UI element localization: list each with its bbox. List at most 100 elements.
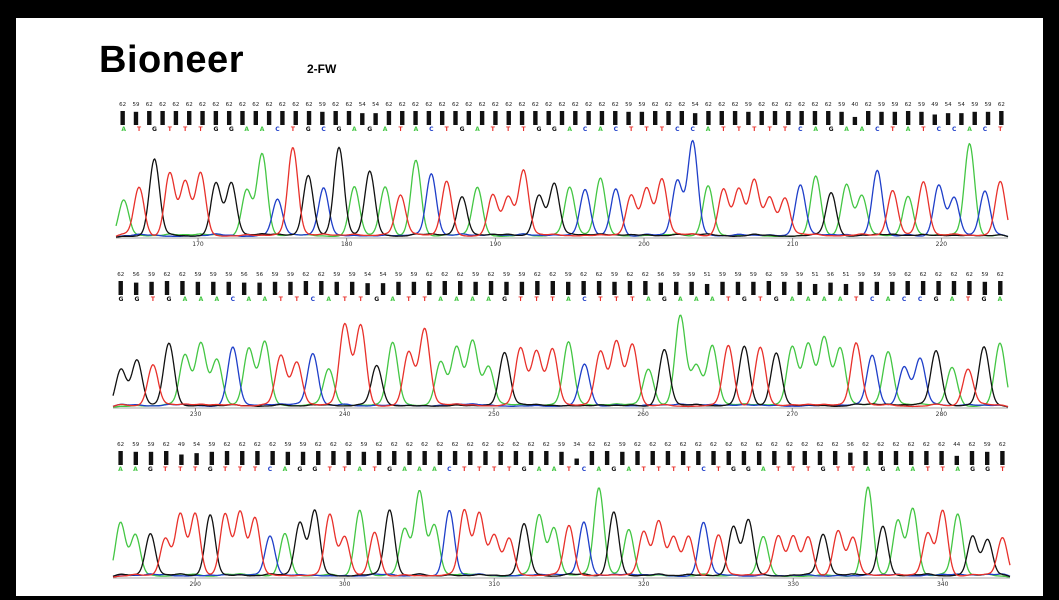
quality-bar [504,281,509,295]
quality-value: 62 [318,272,325,278]
quality-bar [612,281,617,295]
base-call: T [791,466,796,473]
quality-value: 62 [710,442,717,448]
base-call: T [567,466,572,473]
quality-bar [270,451,275,465]
quality-bar [599,111,605,125]
base-call: T [407,296,412,303]
quality-bar [285,451,291,465]
quality-value: 59 [873,272,880,278]
quality-value: 62 [892,442,899,448]
quality-bar [905,111,911,125]
quality-value: 62 [492,102,499,108]
quality-bar [706,111,711,125]
quality-bar [386,111,392,125]
quality-bar [586,111,591,125]
quality-bar [852,116,858,125]
quality-bar [908,451,914,465]
base-call: G [970,466,975,473]
quality-value: 62 [146,102,153,108]
quality-bar [376,451,382,465]
base-call: C [268,466,273,473]
quality-value: 56 [827,272,834,278]
base-call: T [642,466,647,473]
quality-value: 62 [252,102,259,108]
base-call: G [387,466,392,473]
quality-bar [241,282,247,295]
base-call: C [614,126,619,133]
quality-value: 62 [612,102,619,108]
base-call: T [423,296,428,303]
quality-value: 62 [179,272,186,278]
trace-a [115,142,1009,238]
base-call: T [295,296,300,303]
base-call: G [774,296,779,303]
quality-value: 62 [771,442,778,448]
quality-value: 59 [719,272,726,278]
quality-value: 62 [512,442,519,448]
base-call: T [776,466,781,473]
quality-bar [519,111,525,125]
quality-bar [573,111,578,125]
base-call: C [582,296,587,303]
base-call: T [598,296,603,303]
quality-value: 59 [981,272,988,278]
base-call: C [798,126,803,133]
base-call: T [445,126,450,133]
quality-bar [160,111,165,125]
quality-bar [164,451,169,465]
base-call: C [675,126,680,133]
base-call: A [806,296,811,303]
base-call: A [896,466,901,473]
trace-c [112,346,1009,408]
quality-value: 62 [425,102,432,108]
quality-value: 62 [543,442,550,448]
quality-bar [559,111,565,125]
quality-bar [812,283,818,295]
quality-bar [787,451,792,465]
quality-bar [133,282,139,295]
quality-bar [627,281,633,295]
quality-value: 59 [410,272,417,278]
base-call: T [183,126,188,133]
quality-bar [892,111,898,125]
chromatogram-row-1: 62 59 62 62 62 62 62 62 62 62 62 62 62 62 62 59 62 62 54 54… [115,102,1009,248]
base-call: G [536,126,541,133]
quality-bar [226,111,232,125]
quality-value: 62 [117,442,124,448]
base-call: T [926,466,931,473]
quality-value: 62 [452,442,459,448]
base-call: A [244,126,249,133]
quality-value: 59 [745,102,752,108]
base-call: T [491,126,496,133]
quality-bar [194,453,199,465]
quality-bar [179,454,184,465]
quality-bar [613,111,618,125]
quality-value: 62 [519,102,526,108]
base-call: T [178,466,183,473]
base-call: A [414,126,419,133]
base-call: C [870,296,875,303]
quality-value: 59 [472,272,479,278]
base-call: A [694,296,699,303]
quality-value: 62 [406,442,413,448]
quality-value: 56 [657,272,664,278]
quality-bar [452,451,458,465]
base-call: A [263,296,268,303]
quality-value: 59 [796,272,803,278]
quality-bar [832,451,838,465]
quality-value: 59 [918,102,925,108]
quality-value: 62 [266,102,273,108]
quality-value: 62 [950,272,957,278]
quality-value: 54 [692,102,699,108]
quality-value: 62 [665,102,672,108]
quality-value: 59 [210,272,217,278]
base-call: C [875,126,880,133]
quality-bar [696,451,701,465]
base-call: A [790,296,795,303]
quality-bar [726,451,731,465]
quality-bar [658,282,664,295]
quality-bar [799,111,804,125]
base-call: A [566,296,571,303]
base-call: T [941,466,946,473]
